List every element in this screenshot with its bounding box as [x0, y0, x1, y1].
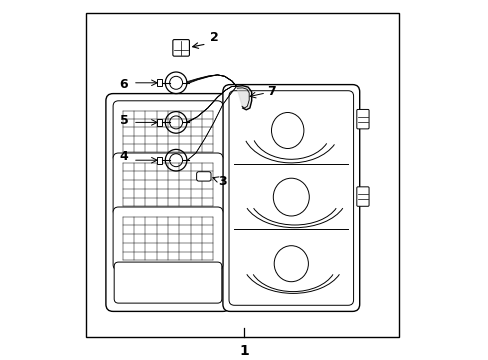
- Text: 2: 2: [209, 31, 218, 44]
- FancyBboxPatch shape: [113, 207, 223, 270]
- Text: 4: 4: [119, 150, 128, 163]
- FancyBboxPatch shape: [228, 91, 353, 305]
- Text: 5: 5: [119, 114, 128, 127]
- FancyBboxPatch shape: [356, 187, 368, 206]
- FancyBboxPatch shape: [356, 109, 368, 129]
- FancyBboxPatch shape: [113, 101, 223, 162]
- FancyBboxPatch shape: [113, 153, 223, 216]
- FancyBboxPatch shape: [106, 94, 230, 311]
- FancyBboxPatch shape: [196, 172, 211, 181]
- Bar: [157, 119, 162, 126]
- FancyBboxPatch shape: [172, 40, 189, 56]
- Text: 3: 3: [218, 175, 227, 188]
- Bar: [157, 157, 162, 164]
- FancyBboxPatch shape: [114, 262, 222, 303]
- Bar: [157, 79, 162, 86]
- Text: 7: 7: [266, 85, 275, 98]
- Polygon shape: [236, 86, 251, 110]
- Text: 6: 6: [120, 78, 128, 91]
- Text: 1: 1: [239, 344, 249, 358]
- FancyBboxPatch shape: [223, 85, 359, 311]
- Bar: [86, 13, 399, 337]
